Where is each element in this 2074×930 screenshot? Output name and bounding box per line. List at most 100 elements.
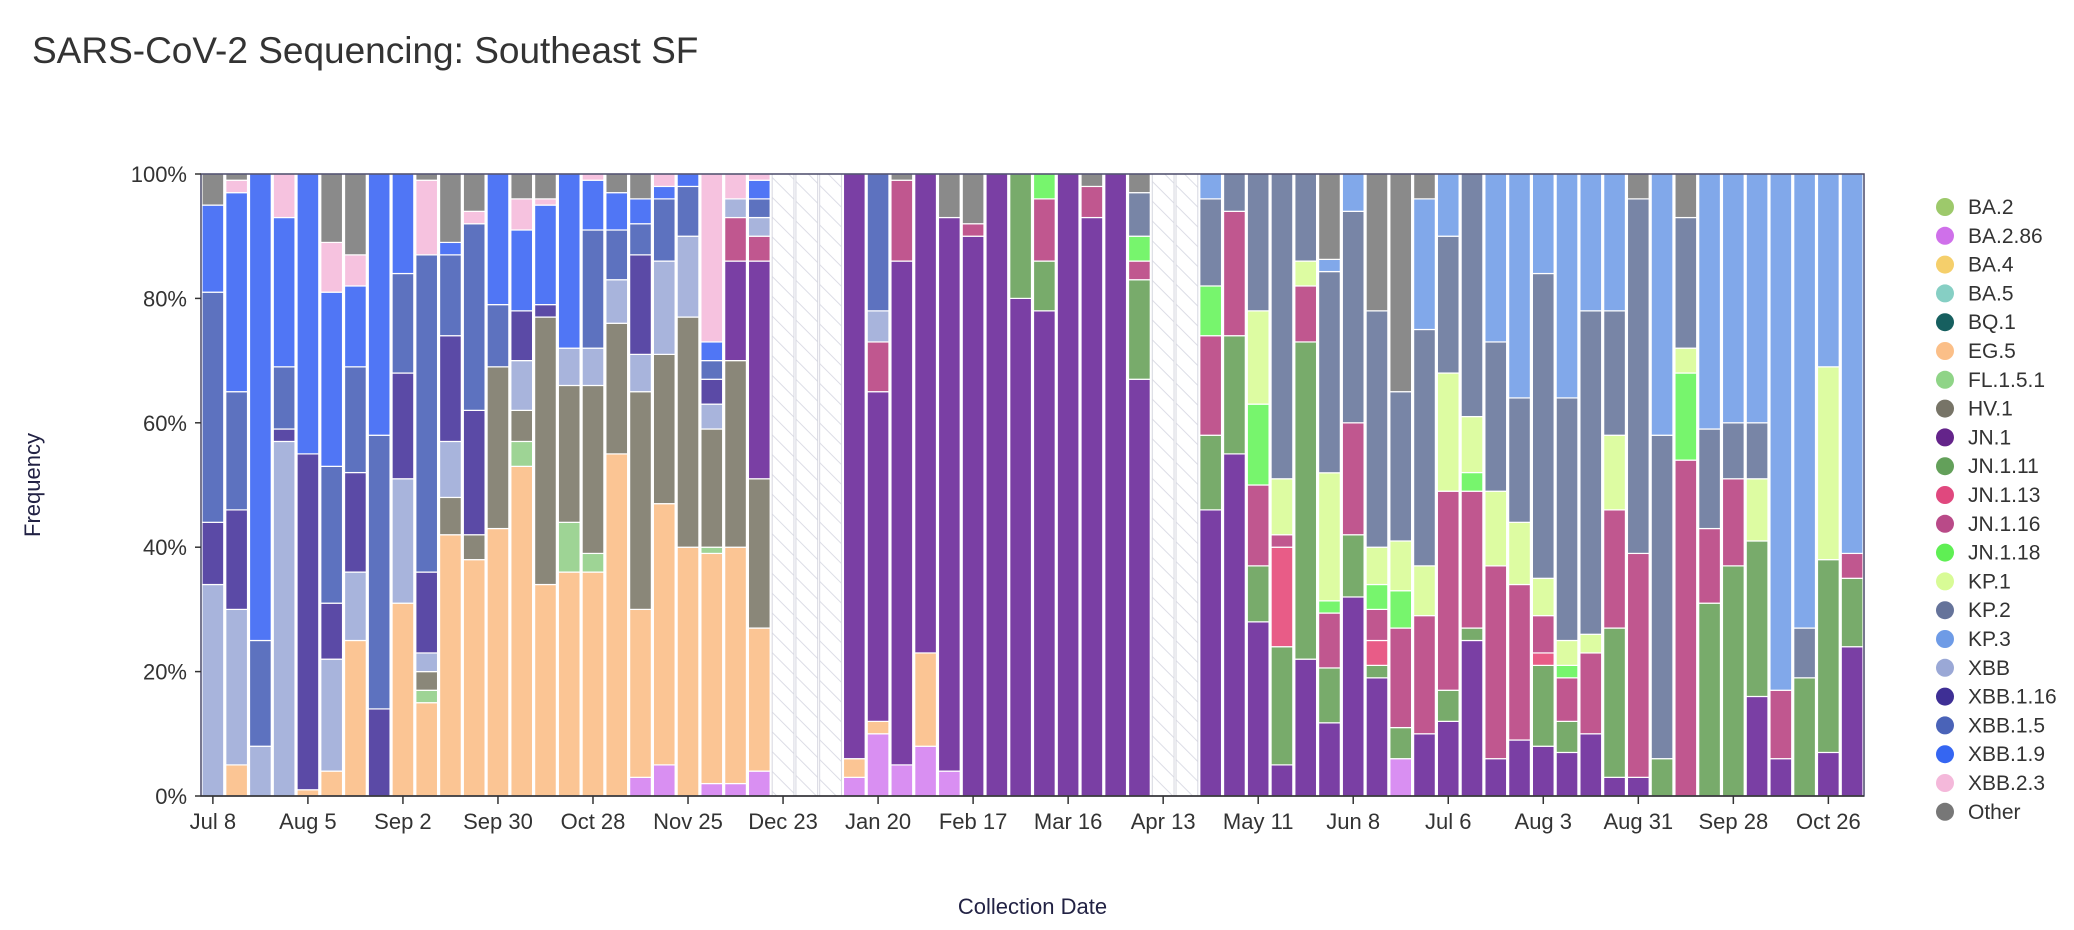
x-tick-label: Aug 31 bbox=[1603, 809, 1673, 834]
bar-segment-w53-jn-1-16 bbox=[1460, 490, 1484, 629]
bar-segment-w8-xbb-1-5 bbox=[391, 272, 415, 374]
bar-segment-w69-jn-1-16 bbox=[1840, 552, 1864, 579]
bar-segment-w18-xbb-1-9 bbox=[629, 198, 652, 225]
bar-segment-w44-jn-1-11 bbox=[1246, 565, 1270, 623]
bar-segment-w47-jn-1-16 bbox=[1317, 612, 1341, 669]
legend-label-eg-5: EG.5 bbox=[1968, 340, 2016, 363]
bar-segment-w39-kp-2 bbox=[1127, 192, 1151, 237]
bar-segment-w1-xbb-1-5 bbox=[225, 391, 249, 511]
bar-segment-w8-eg-5 bbox=[391, 602, 415, 797]
bar-segment-w6-xbb-2-3 bbox=[343, 254, 367, 287]
bar-segment-w27-eg-5 bbox=[842, 758, 866, 778]
bar-segment-w16-xbb-1-5 bbox=[581, 229, 605, 349]
bar-segment-w5-xbb-1-9 bbox=[320, 291, 344, 467]
bar-segment-w69-jn-1-11 bbox=[1840, 577, 1864, 648]
bar-segment-w6-eg-5 bbox=[343, 639, 367, 797]
x-tick-label: Mar 16 bbox=[1034, 809, 1102, 834]
bar-segment-w62-kp-1 bbox=[1674, 347, 1698, 374]
bar-segment-w49-kp-2 bbox=[1365, 310, 1389, 548]
bar-segment-w53-jn-1 bbox=[1460, 639, 1484, 797]
bar-segment-w15-eg-5 bbox=[557, 571, 581, 797]
bar-segment-w21-ba-2-86 bbox=[700, 782, 724, 797]
bar-segment-w13-fl-1-5-1 bbox=[510, 440, 534, 467]
bar-segment-w47-kp-1 bbox=[1317, 472, 1341, 602]
legend-swatch-xbb-1-5 bbox=[1936, 716, 1954, 735]
bar-segment-w50-other bbox=[1389, 173, 1413, 393]
bar-segment-w21-xbb bbox=[700, 403, 724, 430]
bar-segment-w17-xbb-1-9 bbox=[605, 192, 629, 231]
x-tick-label: Dec 23 bbox=[748, 809, 818, 834]
bar-segment-w28-jn-1-16 bbox=[866, 341, 890, 393]
bar-segment-w5-xbb-1-5 bbox=[320, 465, 344, 604]
bar-segment-w21-xbb-1-5 bbox=[700, 360, 724, 380]
bar-segment-w5-eg-5 bbox=[320, 770, 344, 797]
bar-segment-w44-jn-1-16 bbox=[1246, 484, 1270, 567]
legend-swatch-jn-1-16 bbox=[1936, 514, 1954, 533]
bar-segment-w56-kp-1 bbox=[1531, 577, 1555, 617]
bar-segment-w23-xbb-1-5 bbox=[747, 198, 771, 219]
bar-segment-w12-xbb-1-5 bbox=[486, 304, 510, 368]
bar-segment-w0-other bbox=[201, 173, 225, 206]
bar-segment-w49-jn-1-18 bbox=[1365, 583, 1389, 611]
legend-swatch-ba-5 bbox=[1936, 284, 1954, 303]
legend-label-other: Other bbox=[1968, 801, 2021, 824]
bar-segment-w53-kp-1 bbox=[1460, 415, 1484, 474]
bar-segment-w16-xbb bbox=[581, 347, 605, 387]
bar-segment-w46-jn-1-11 bbox=[1294, 341, 1318, 660]
legend-label-ba-2: BA.2 bbox=[1968, 196, 2014, 219]
bar-segment-w14-eg-5 bbox=[533, 583, 557, 797]
bar-segment-w32-jn-1-16 bbox=[961, 223, 985, 237]
bar-segment-w23-eg-5 bbox=[747, 627, 771, 772]
bar-segment-w9-xbb-1-16 bbox=[415, 571, 439, 654]
bar-segment-w20-xbb bbox=[676, 235, 700, 318]
x-tick-label: May 11 bbox=[1223, 809, 1294, 834]
bar-segment-w54-kp-1 bbox=[1484, 490, 1508, 567]
bar-segment-w42-kp-2 bbox=[1199, 198, 1223, 287]
bar-segment-w59-jn-1-11 bbox=[1603, 627, 1627, 778]
bar-segment-w49-jn-1-11 bbox=[1365, 664, 1389, 679]
bar-segment-w14-other bbox=[533, 173, 557, 200]
bar-segment-w32-other bbox=[961, 173, 985, 225]
bar-segment-w1-eg-5 bbox=[225, 764, 249, 797]
bar-segment-w20-eg-5 bbox=[676, 546, 700, 797]
bar-segment-w11-xbb-2-3 bbox=[462, 210, 486, 225]
bar-segment-w27-jn-1 bbox=[842, 173, 866, 760]
legend-swatch-xbb-2-3 bbox=[1936, 774, 1954, 792]
bar-segment-w54-jn-1-16 bbox=[1484, 565, 1508, 760]
bar-segment-w46-jn-1-16 bbox=[1294, 285, 1318, 343]
bar-segment-w42-jn-1 bbox=[1199, 509, 1223, 797]
bar-segment-w19-xbb-1-9 bbox=[652, 185, 676, 200]
legend-swatch-kp-3 bbox=[1936, 630, 1954, 648]
bar-segment-w61-kp-3 bbox=[1650, 173, 1674, 436]
legend-label-kp-2: KP.2 bbox=[1968, 599, 2011, 622]
bar-segment-w13-xbb-1-9 bbox=[510, 229, 534, 312]
bar-segment-w52-jn-1 bbox=[1436, 720, 1460, 797]
bar-segment-w29-ba-2-86 bbox=[890, 764, 914, 797]
bar-segment-w21-fl-1-5-1 bbox=[700, 546, 724, 555]
bar-segment-w56-jn-1-11 bbox=[1531, 664, 1555, 747]
bar-segment-w19-xbb-1-5 bbox=[652, 198, 676, 262]
bar-segment-w28-xbb bbox=[866, 310, 890, 343]
bar-segment-w58-jn-1-16 bbox=[1579, 652, 1603, 735]
bar-segment-w67-kp-2 bbox=[1793, 627, 1817, 679]
bar-segment-w60-jn-1 bbox=[1626, 776, 1650, 797]
bar-segment-w61-jn-1-11 bbox=[1650, 758, 1674, 797]
bar-segment-w14-xbb-1-16 bbox=[533, 304, 557, 318]
bar-segment-w36-jn-1 bbox=[1056, 173, 1080, 797]
bar-segment-w5-xbb-2-3 bbox=[320, 241, 344, 293]
bar-segment-w29-jn-1-16 bbox=[890, 179, 914, 262]
legend-swatch-jn-1-13 bbox=[1936, 486, 1954, 504]
bar-segment-w27-ba-2-86 bbox=[842, 776, 866, 797]
no-data-week-26 bbox=[819, 173, 842, 797]
bar-segment-w63-kp-2 bbox=[1698, 428, 1722, 530]
bar-segment-w42-jn-1-11 bbox=[1199, 434, 1223, 511]
bar-segment-w3-xbb-1-9 bbox=[272, 216, 296, 368]
bar-segment-w23-xbb bbox=[747, 216, 771, 237]
bar-segment-w52-jn-1-11 bbox=[1436, 689, 1460, 722]
legend-swatch-jn-1-11 bbox=[1936, 457, 1954, 476]
bar-segment-w18-other bbox=[629, 173, 652, 200]
bar-segment-w50-kp-1 bbox=[1389, 540, 1413, 592]
bar-segment-w21-eg-5 bbox=[700, 552, 724, 785]
bar-segment-w39-jn-1-11 bbox=[1127, 279, 1151, 380]
legend-label-jn-1: JN.1 bbox=[1968, 426, 2011, 449]
